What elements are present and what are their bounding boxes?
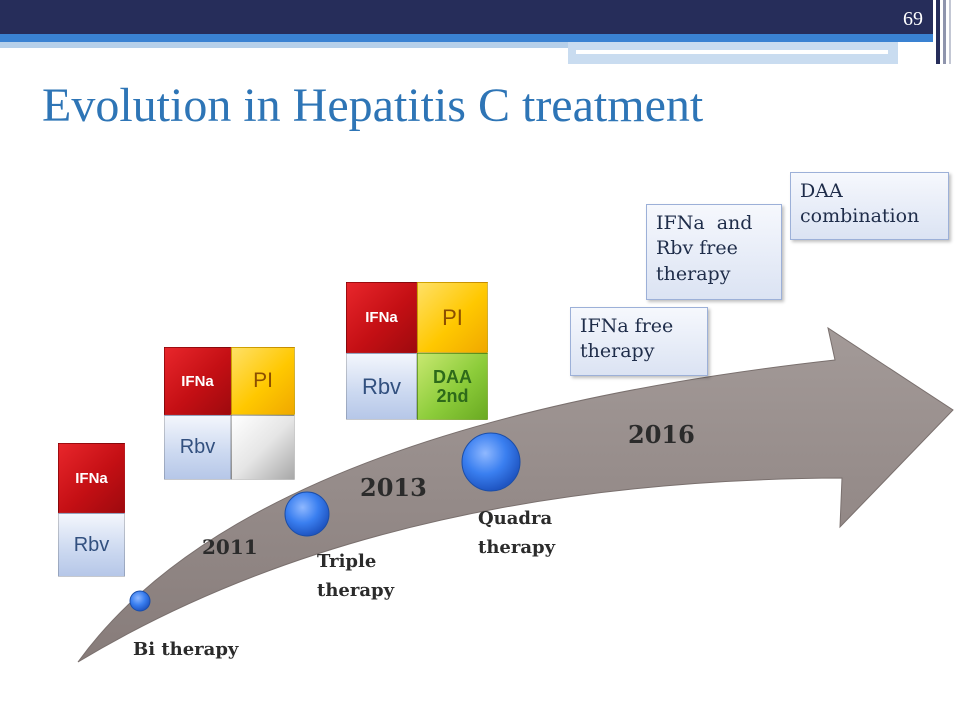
quadra-ifna-tile: IFNa <box>346 282 417 353</box>
year-label-2011: 2011 <box>202 535 258 559</box>
callout-ifna-free: IFNa free therapy <box>570 307 708 376</box>
triple-empty-tile <box>231 415 295 480</box>
header-accent-line <box>576 50 888 54</box>
triple-rbv-tile: Rbv <box>164 415 231 480</box>
bi-rbv-tile: Rbv <box>58 513 125 577</box>
callout-ifna-free-line-2: therapy <box>580 340 655 363</box>
milestone-bi <box>129 590 151 612</box>
milestone-quadra <box>461 432 521 492</box>
bi-ifna-tile: IFNa <box>58 443 125 513</box>
timeline-arrow <box>77 326 954 663</box>
header-side-line-1 <box>936 0 940 64</box>
callout-ifna-rbv-free-line-3: therapy <box>656 262 731 285</box>
therapy-label-triple-line-1: Triple <box>317 551 377 572</box>
quadra-pi-tile: PI <box>417 282 488 353</box>
callout-ifna-rbv-free-line-1: IFNa and <box>656 212 753 234</box>
page-number: 69 <box>903 8 923 30</box>
therapy-label-quadra-line-1: Quadra <box>478 508 553 529</box>
callout-daa-combination: DAA combination <box>790 172 949 240</box>
therapy-label-triple-line-2: therapy <box>317 579 395 601</box>
callout-ifna-rbv-free: IFNa and Rbv free therapy <box>646 204 782 300</box>
year-label-2013: 2013 <box>360 473 427 502</box>
quadra-daa-tile: DAA 2nd <box>417 353 488 420</box>
callout-daa-line-2: combination <box>800 205 920 228</box>
header-side-line-2 <box>943 0 946 64</box>
callout-daa-line-1: DAA <box>800 180 843 202</box>
callout-ifna-rbv-free-line-2: Rbv free <box>656 237 738 260</box>
year-label-2016: 2016 <box>628 420 695 449</box>
slide-title: Evolution in Hepatitis C treatment <box>42 79 704 132</box>
triple-ifna-tile: IFNa <box>164 347 231 415</box>
header-accent-bar <box>0 34 933 42</box>
triple-pi-tile: PI <box>231 347 295 415</box>
milestone-triple <box>284 491 330 537</box>
quadra-rbv-tile: Rbv <box>346 353 417 420</box>
therapy-label-bi: Bi therapy <box>133 636 238 665</box>
therapy-label-triple: Triple therapy <box>317 548 394 606</box>
header-side-line-3 <box>949 0 951 64</box>
therapy-label-bi-line-1: Bi therapy <box>133 639 239 660</box>
therapy-label-quadra: Quadra therapy <box>478 505 555 563</box>
header-accent-light <box>0 42 568 48</box>
header-bar <box>0 0 933 34</box>
therapy-label-quadra-line-2: therapy <box>478 536 556 558</box>
callout-ifna-free-line-1: IFNa free <box>580 315 674 337</box>
